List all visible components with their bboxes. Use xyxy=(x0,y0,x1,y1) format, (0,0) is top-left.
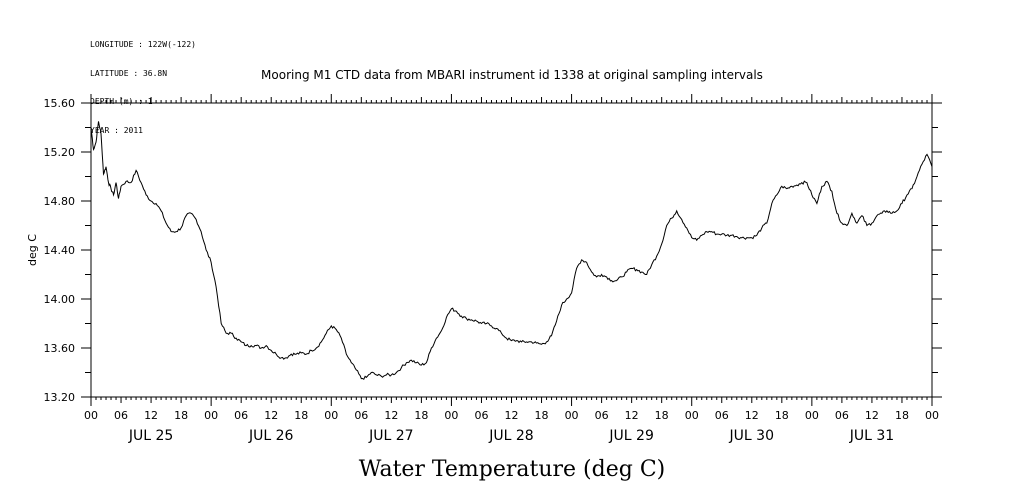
x-tick-label: 06 xyxy=(354,409,368,422)
plot-border xyxy=(90,102,933,398)
x-tick-label: 00 xyxy=(84,409,98,422)
x-tick-label: 00 xyxy=(805,409,819,422)
x-tick-label: 12 xyxy=(625,409,639,422)
x-tick-label: 06 xyxy=(234,409,248,422)
x-axis: 00 06 12 18 00 06 12 18 00 06 12 18 00 06 12 18 00 06 12 18… xyxy=(84,94,939,444)
x-tick-label: 18 xyxy=(174,409,188,422)
year-label: YEAR : 2011 xyxy=(90,125,143,135)
x-tick-label: 12 xyxy=(745,409,759,422)
x-tick-label: 00 xyxy=(324,409,338,422)
x-axis-label: Water Temperature (deg C) xyxy=(359,457,666,482)
x-tick-label: 18 xyxy=(775,409,789,422)
y-axis: 13.20 13.60 14.00 14.40 14.80 15.20 15.60 xyxy=(44,97,942,404)
y-tick-label: 13.20 xyxy=(44,391,76,404)
x-tick-label: 06 xyxy=(715,409,729,422)
day-label: JUL 25 xyxy=(128,428,173,444)
day-label: JUL 29 xyxy=(608,428,653,444)
y-tick-label: 15.60 xyxy=(44,97,76,110)
latitude-label: LATITUDE : 36.8N xyxy=(90,68,168,78)
y-tick-label: 13.60 xyxy=(44,342,76,355)
x-tick-label: 18 xyxy=(414,409,428,422)
x-tick-label: 06 xyxy=(835,409,849,422)
x-tick-label: 00 xyxy=(925,409,939,422)
x-tick-label: 12 xyxy=(144,409,158,422)
day-label: JUL 30 xyxy=(729,428,774,444)
longitude-label: LONGITUDE : 122W(-122) xyxy=(90,40,196,49)
y-tick-label: 14.80 xyxy=(44,195,76,208)
y-axis-label: deg C xyxy=(26,234,39,266)
x-tick-label: 18 xyxy=(655,409,669,422)
x-tick-label: 12 xyxy=(384,409,398,422)
x-tick-label: 12 xyxy=(505,409,519,422)
y-tick-label: 14.40 xyxy=(44,244,76,257)
x-tick-label: 00 xyxy=(565,409,579,422)
y-tick-label: 15.20 xyxy=(44,146,76,159)
x-tick-label: 12 xyxy=(865,409,879,422)
plot-frame xyxy=(90,102,933,398)
day-label: JUL 26 xyxy=(248,428,294,444)
x-tick-label: 18 xyxy=(294,409,308,422)
x-tick-label: 00 xyxy=(685,409,699,422)
x-tick-label: 00 xyxy=(204,409,218,422)
x-tick-label: 18 xyxy=(895,409,909,422)
y-tick-label: 14.00 xyxy=(44,293,76,306)
x-tick-label: 06 xyxy=(595,409,609,422)
temperature-series-line xyxy=(90,121,933,381)
x-tick-label: 00 xyxy=(444,409,458,422)
day-label: JUL 27 xyxy=(368,428,413,444)
chart-title: Mooring M1 CTD data from MBARI instrumen… xyxy=(261,68,763,82)
x-tick-label: 12 xyxy=(264,409,278,422)
day-label: JUL 28 xyxy=(488,428,533,444)
x-tick-label: 18 xyxy=(535,409,549,422)
x-tick-label: 06 xyxy=(114,409,128,422)
x-tick-label: 06 xyxy=(474,409,488,422)
day-label: JUL 31 xyxy=(849,428,894,444)
